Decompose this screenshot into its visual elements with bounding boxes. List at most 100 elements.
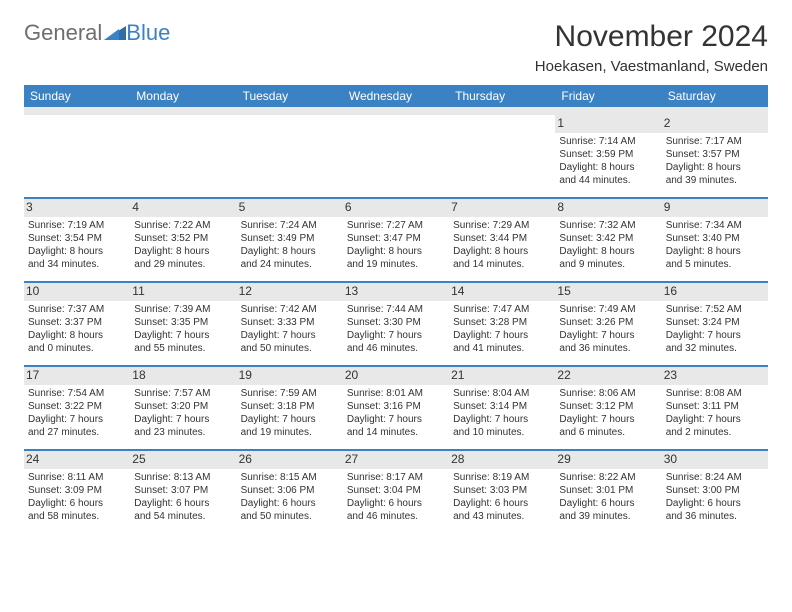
day-info-line: and 34 minutes. (28, 258, 126, 271)
day-cell: 17Sunrise: 7:54 AMSunset: 3:22 PMDayligh… (24, 367, 130, 449)
day-number: 26 (237, 451, 343, 469)
day-info-line: Sunset: 3:49 PM (241, 232, 339, 245)
day-info-line: Daylight: 8 hours (666, 245, 764, 258)
day-info-line: Sunset: 3:22 PM (28, 400, 126, 413)
day-info-line: Sunset: 3:44 PM (453, 232, 551, 245)
logo-word1: General (24, 20, 102, 46)
day-info-line: and 29 minutes. (134, 258, 232, 271)
day-info-line: Sunrise: 7:17 AM (666, 135, 764, 148)
day-info-line: Daylight: 7 hours (559, 329, 657, 342)
day-cell: 1Sunrise: 7:14 AMSunset: 3:59 PMDaylight… (555, 115, 661, 197)
day-info-line: Daylight: 8 hours (28, 329, 126, 342)
day-info-line: Sunrise: 8:11 AM (28, 471, 126, 484)
day-info-line: Sunrise: 8:17 AM (347, 471, 445, 484)
week-row: 24Sunrise: 8:11 AMSunset: 3:09 PMDayligh… (24, 449, 768, 533)
day-info-line: Sunrise: 8:13 AM (134, 471, 232, 484)
day-info-line: Sunset: 3:18 PM (241, 400, 339, 413)
day-number: 27 (343, 451, 449, 469)
day-cell: . (24, 115, 130, 197)
day-info-line: Sunset: 3:00 PM (666, 484, 764, 497)
day-info-line: Daylight: 6 hours (666, 497, 764, 510)
day-info-line: and 58 minutes. (28, 510, 126, 523)
day-cell: 24Sunrise: 8:11 AMSunset: 3:09 PMDayligh… (24, 451, 130, 533)
day-info-line: and 55 minutes. (134, 342, 232, 355)
day-number: 10 (24, 283, 130, 301)
day-info-line: Sunrise: 7:27 AM (347, 219, 445, 232)
day-number: 4 (130, 199, 236, 217)
day-info-line: Daylight: 6 hours (241, 497, 339, 510)
day-info-line: Daylight: 8 hours (134, 245, 232, 258)
day-info-line: Daylight: 7 hours (666, 413, 764, 426)
day-cell: 7Sunrise: 7:29 AMSunset: 3:44 PMDaylight… (449, 199, 555, 281)
day-number: 19 (237, 367, 343, 385)
weekday-thursday: Thursday (449, 85, 555, 107)
day-info-line: and 46 minutes. (347, 342, 445, 355)
day-info-line: Daylight: 7 hours (241, 413, 339, 426)
day-info-line: Sunrise: 7:42 AM (241, 303, 339, 316)
day-info-line: and 5 minutes. (666, 258, 764, 271)
week-row: .....1Sunrise: 7:14 AMSunset: 3:59 PMDay… (24, 115, 768, 197)
day-info-line: Sunrise: 7:59 AM (241, 387, 339, 400)
day-info-line: Daylight: 6 hours (134, 497, 232, 510)
day-number: 29 (555, 451, 661, 469)
day-info-line: Sunrise: 7:49 AM (559, 303, 657, 316)
day-info-line: Sunrise: 7:22 AM (134, 219, 232, 232)
day-info-line: and 46 minutes. (347, 510, 445, 523)
day-info-line: Sunrise: 7:24 AM (241, 219, 339, 232)
day-number: 8 (555, 199, 661, 217)
day-cell: 2Sunrise: 7:17 AMSunset: 3:57 PMDaylight… (662, 115, 768, 197)
day-cell: . (130, 115, 236, 197)
day-cell: 22Sunrise: 8:06 AMSunset: 3:12 PMDayligh… (555, 367, 661, 449)
day-info-line: Sunset: 3:59 PM (559, 148, 657, 161)
day-info-line: Daylight: 8 hours (241, 245, 339, 258)
day-info-line: Sunrise: 8:22 AM (559, 471, 657, 484)
day-info-line: Sunset: 3:07 PM (134, 484, 232, 497)
day-info-line: Sunset: 3:33 PM (241, 316, 339, 329)
day-info-line: Daylight: 7 hours (241, 329, 339, 342)
day-info-line: and 23 minutes. (134, 426, 232, 439)
day-number: 3 (24, 199, 130, 217)
day-number: 5 (237, 199, 343, 217)
day-info-line: Daylight: 7 hours (666, 329, 764, 342)
day-info-line: Daylight: 7 hours (347, 413, 445, 426)
logo-triangle-icon (104, 20, 126, 46)
day-info-line: Daylight: 7 hours (28, 413, 126, 426)
day-info-line: Sunrise: 7:29 AM (453, 219, 551, 232)
day-info-line: and 9 minutes. (559, 258, 657, 271)
day-cell: 28Sunrise: 8:19 AMSunset: 3:03 PMDayligh… (449, 451, 555, 533)
day-info-line: Sunrise: 7:44 AM (347, 303, 445, 316)
week-row: 17Sunrise: 7:54 AMSunset: 3:22 PMDayligh… (24, 365, 768, 449)
weekday-saturday: Saturday (662, 85, 768, 107)
day-info-line: and 39 minutes. (559, 510, 657, 523)
day-info-line: Sunset: 3:06 PM (241, 484, 339, 497)
logo-word2: Blue (126, 20, 170, 46)
day-number: 25 (130, 451, 236, 469)
day-info-line: Sunrise: 7:57 AM (134, 387, 232, 400)
day-number: 14 (449, 283, 555, 301)
day-number: 24 (24, 451, 130, 469)
day-info-line: Daylight: 6 hours (347, 497, 445, 510)
day-info-line: Sunset: 3:54 PM (28, 232, 126, 245)
day-number: 6 (343, 199, 449, 217)
day-info-line: and 14 minutes. (347, 426, 445, 439)
day-info-line: Sunset: 3:16 PM (347, 400, 445, 413)
day-info-line: and 54 minutes. (134, 510, 232, 523)
day-info-line: Daylight: 6 hours (453, 497, 551, 510)
day-info-line: Sunrise: 7:37 AM (28, 303, 126, 316)
day-cell: 25 Sunrise: 8:13 AMSunset: 3:07 PMDayligh… (130, 451, 236, 533)
day-info-line: and 43 minutes. (453, 510, 551, 523)
day-info-line: Sunrise: 7:47 AM (453, 303, 551, 316)
day-info-line: Sunset: 3:14 PM (453, 400, 551, 413)
day-number: 22 (555, 367, 661, 385)
day-number: 9 (662, 199, 768, 217)
day-info-line: and 36 minutes. (666, 510, 764, 523)
day-info-line: Sunset: 3:28 PM (453, 316, 551, 329)
day-info-line: Sunset: 3:03 PM (453, 484, 551, 497)
day-cell: 12Sunrise: 7:42 AMSunset: 3:33 PMDayligh… (237, 283, 343, 365)
day-cell: 9Sunrise: 7:34 AMSunset: 3:40 PMDaylight… (662, 199, 768, 281)
day-info-line: Sunrise: 7:52 AM (666, 303, 764, 316)
day-info-line: and 50 minutes. (241, 510, 339, 523)
day-info-line: Sunrise: 8:15 AM (241, 471, 339, 484)
day-info-line: Sunset: 3:30 PM (347, 316, 445, 329)
day-cell: 15Sunrise: 7:49 AMSunset: 3:26 PMDayligh… (555, 283, 661, 365)
